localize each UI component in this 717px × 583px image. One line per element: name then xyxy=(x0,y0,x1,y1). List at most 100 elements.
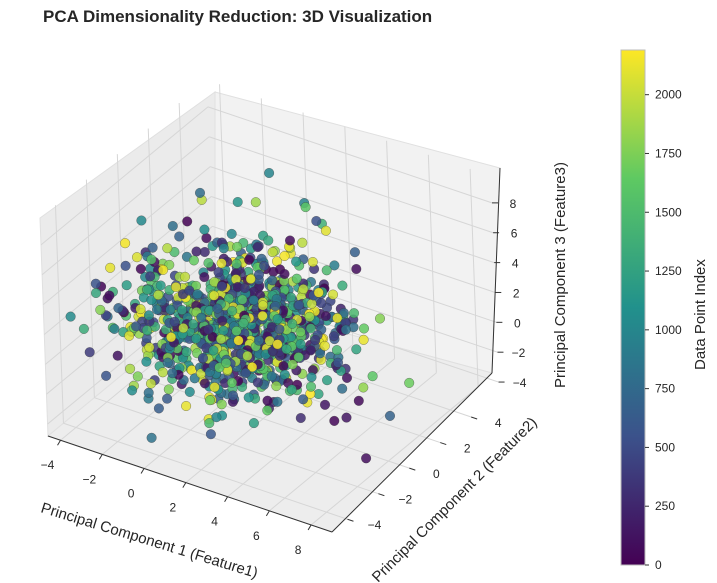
scatter-point xyxy=(141,325,152,336)
scatter-point xyxy=(192,289,203,300)
scatter-point xyxy=(203,257,214,269)
x-tick-mark--2 xyxy=(98,454,103,460)
y-tick-label: 2 xyxy=(464,442,471,456)
grid-line-z-4 xyxy=(210,166,495,264)
scatter-point xyxy=(240,368,251,379)
x-tick-mark--4 xyxy=(57,439,61,446)
scatter-point xyxy=(143,310,154,321)
scatter-point xyxy=(272,339,283,350)
scatter-point xyxy=(197,353,209,364)
scatter-point xyxy=(278,360,289,372)
scatter-point xyxy=(131,252,143,263)
scatter-point xyxy=(300,202,311,213)
scatter-point xyxy=(351,263,362,275)
grid-line-z-8 xyxy=(207,106,493,204)
scatter-point xyxy=(287,318,298,329)
scatter-point xyxy=(141,356,152,367)
z-tick-label: 4 xyxy=(512,257,519,271)
scatter-point xyxy=(121,280,132,291)
scatter-point xyxy=(319,340,330,351)
scatter-point xyxy=(211,412,222,423)
scatter-point xyxy=(239,282,250,294)
scatter-point xyxy=(271,381,282,392)
scatter-point xyxy=(305,323,316,334)
scatter-point xyxy=(170,281,181,293)
scatter-point xyxy=(329,260,340,271)
x-tick-label: 6 xyxy=(253,529,260,543)
scatter-point xyxy=(84,347,95,358)
z-tick-label: 8 xyxy=(510,197,517,211)
scatter-point xyxy=(231,258,242,269)
scatter-point xyxy=(135,263,146,274)
scatter-point xyxy=(215,334,227,345)
scatter-point xyxy=(213,267,224,278)
scatter-point xyxy=(311,215,322,227)
scatter-point xyxy=(101,370,112,381)
scatter-point xyxy=(216,399,227,410)
scatter-point xyxy=(191,333,202,344)
scatter-point xyxy=(105,262,116,273)
scatter-point xyxy=(384,410,396,421)
scatter-point xyxy=(279,268,290,280)
scatter-point xyxy=(307,256,318,268)
scatter-point xyxy=(262,395,273,406)
grid-line-x-4 xyxy=(386,140,396,359)
grid-line-z-6 xyxy=(41,136,210,276)
x-tick-label: −4 xyxy=(41,458,55,472)
x-tick-mark-2 xyxy=(182,482,187,488)
scatter-point xyxy=(351,344,362,355)
x-tick-label: 2 xyxy=(169,501,176,515)
z-tick-label: −2 xyxy=(512,346,526,360)
scatter-point xyxy=(226,377,238,388)
x-tick-mark-0 xyxy=(140,468,145,474)
z-axis-label: Principal Component 3 (Feature3) xyxy=(552,162,569,388)
z-axis-line xyxy=(491,167,501,374)
scatter-point xyxy=(341,412,352,423)
scatter-point xyxy=(233,335,244,346)
scatter-point xyxy=(182,216,193,227)
scatter-point xyxy=(263,235,274,246)
scatter-point xyxy=(112,350,123,361)
scatter-point xyxy=(237,294,248,305)
scatter-point xyxy=(262,405,273,416)
scatter-point xyxy=(297,237,308,248)
scatter-point xyxy=(135,304,146,315)
scatter-point xyxy=(250,197,261,208)
scatter-point xyxy=(147,242,158,253)
scatter-point xyxy=(340,324,351,335)
scatter-point xyxy=(332,313,343,324)
z-tick-label: 6 xyxy=(511,227,518,241)
scatter-point xyxy=(305,381,317,392)
x-tick-label: 4 xyxy=(211,515,218,529)
y-tick-label: 0 xyxy=(433,467,440,481)
scatter-point xyxy=(90,278,101,289)
y-tick-label: −4 xyxy=(368,518,382,532)
z-tick-label: 0 xyxy=(514,316,521,330)
scatter-point xyxy=(310,334,321,346)
scatter-point xyxy=(259,260,270,271)
colorbar-tick-label: 1500 xyxy=(655,205,682,219)
scatter-point xyxy=(201,233,212,244)
scatter-point xyxy=(208,290,220,301)
scatter-point xyxy=(136,215,147,226)
scatter-point xyxy=(281,344,292,355)
scatter-point xyxy=(331,345,342,356)
grid-line-y--4 xyxy=(63,422,348,520)
colorbar-tick-label: 1250 xyxy=(655,264,682,278)
x-tick-label: −2 xyxy=(82,472,96,486)
scatter-point xyxy=(146,254,157,265)
scatter-point xyxy=(176,304,188,316)
scatter-point xyxy=(272,313,283,325)
scatter-point xyxy=(188,319,199,330)
scatter-point xyxy=(358,382,369,393)
scatter-point xyxy=(125,363,136,374)
scatter-point xyxy=(166,332,177,343)
scatter-point xyxy=(294,300,305,311)
scatter-point xyxy=(231,325,242,337)
scatter-point xyxy=(320,311,331,322)
scatter-point xyxy=(227,390,239,401)
x-tick-mark-4 xyxy=(224,496,229,502)
colorbar xyxy=(620,49,646,566)
colorbar-tick-label: 750 xyxy=(655,382,675,396)
